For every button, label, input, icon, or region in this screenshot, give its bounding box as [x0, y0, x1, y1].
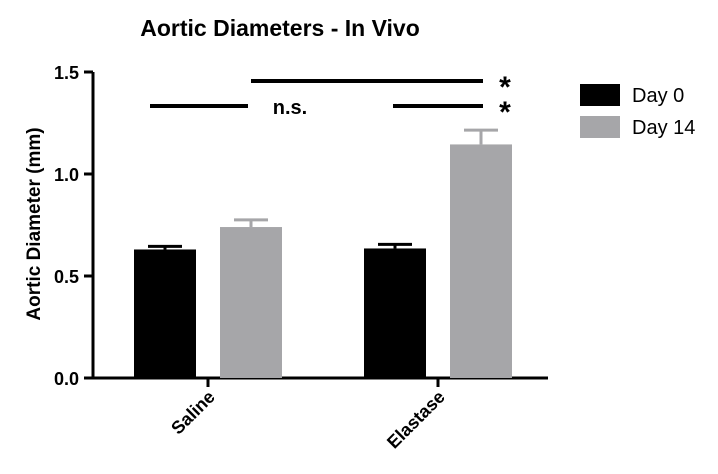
bars: [134, 128, 512, 378]
bar: [450, 144, 512, 378]
significance-annotations: n.s. **: [150, 71, 511, 129]
y-tick-label: 1.5: [54, 63, 79, 83]
x-tick-label: Saline: [167, 387, 219, 439]
significance-label: *: [499, 96, 511, 129]
bar: [364, 248, 426, 378]
x-tick-label: Elastase: [383, 387, 449, 453]
significance-label: n.s.: [273, 97, 307, 119]
bar: [134, 249, 196, 378]
legend-label: Day 14: [632, 117, 695, 139]
legend-swatch: [580, 84, 620, 106]
bar: [220, 227, 282, 378]
y-tick-label: 0.0: [54, 369, 79, 389]
y-tick-label: 1.0: [54, 165, 79, 185]
y-tick-label: 0.5: [54, 267, 79, 287]
chart-title: Aortic Diameters - In Vivo: [140, 15, 420, 41]
y-axis-label: Aortic Diameter (mm): [24, 127, 45, 320]
legend: Day 0 Day 14: [580, 84, 695, 139]
significance-label: *: [499, 71, 511, 104]
legend-swatch: [580, 116, 620, 138]
legend-label: Day 0: [632, 85, 684, 107]
